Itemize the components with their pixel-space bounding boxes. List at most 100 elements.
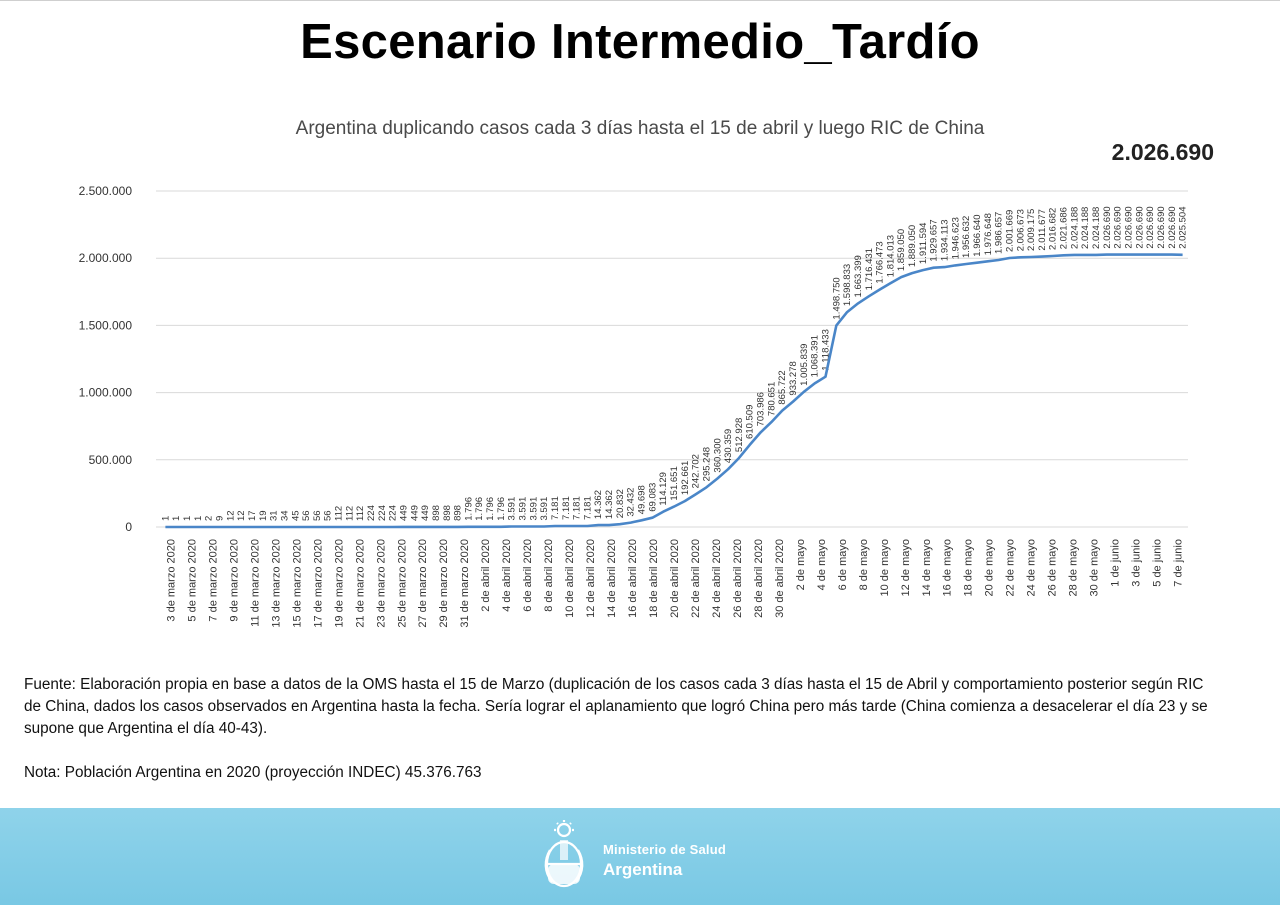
data-label: 1.598.833 xyxy=(842,264,853,306)
x-tick-label: 4 de mayo xyxy=(816,539,828,590)
data-label: 449 xyxy=(398,505,409,521)
data-label: 512.928 xyxy=(734,418,745,452)
data-label: 242.702 xyxy=(691,454,702,488)
x-axis-tick-labels: 3 de marzo 2020 5 de marzo 2020 7 de marzo… xyxy=(165,539,1184,628)
data-label: 865.722 xyxy=(777,370,788,404)
chart-title: Argentina duplicando casos cada 3 días h… xyxy=(295,118,985,139)
x-tick-label: 30 de mayo xyxy=(1089,539,1101,596)
data-label: 430.359 xyxy=(723,429,734,463)
data-label: 14.362 xyxy=(604,490,615,519)
population-note: Nota: Población Argentina en 2020 (proye… xyxy=(24,764,482,781)
x-tick-label: 14 de mayo xyxy=(921,539,933,596)
data-label: 2.026.690 xyxy=(1156,206,1167,248)
data-label: 19 xyxy=(258,510,269,521)
projection-line-chart: 0 500.000 1.000.000 1.500.000 2.000.000 2.500… xyxy=(79,184,1189,628)
data-label: 20.832 xyxy=(615,489,626,518)
data-label: 56 xyxy=(323,510,334,521)
data-label: 1 xyxy=(193,516,204,521)
data-label: 9 xyxy=(215,516,226,521)
data-label: 1.796 xyxy=(474,497,485,521)
x-tick-label: 28 de abril 2020 xyxy=(753,539,765,618)
data-label: 449 xyxy=(420,505,431,521)
x-tick-label: 12 de mayo xyxy=(900,539,912,596)
data-label: 1.796 xyxy=(485,497,496,521)
data-label: 1 xyxy=(160,516,171,521)
x-tick-label: 18 de abril 2020 xyxy=(648,539,660,618)
y-tick-label: 1.000.000 xyxy=(79,386,133,400)
data-label: 32.432 xyxy=(626,488,637,517)
x-tick-label: 15 de marzo 2020 xyxy=(291,539,303,628)
x-tick-label: 5 de marzo 2020 xyxy=(186,539,198,622)
data-label: 112 xyxy=(344,506,355,521)
x-tick-label: 22 de abril 2020 xyxy=(690,539,702,618)
data-label: 7.181 xyxy=(582,496,593,520)
data-label: 2.006.673 xyxy=(1015,209,1026,251)
data-label: 1.976.648 xyxy=(983,213,994,255)
x-tick-label: 29 de marzo 2020 xyxy=(438,539,450,628)
x-tick-label: 11 de marzo 2020 xyxy=(249,539,261,627)
x-tick-label: 24 de mayo xyxy=(1026,539,1038,596)
x-tick-label: 5 de junio xyxy=(1152,539,1164,587)
data-label: 898 xyxy=(431,505,442,521)
data-label: 2.024.188 xyxy=(1091,207,1102,249)
x-tick-label: 18 de mayo xyxy=(963,539,975,596)
x-tick-label: 10 de mayo xyxy=(879,539,891,596)
x-tick-label: 22 de mayo xyxy=(1005,539,1017,596)
data-label: 1.911.594 xyxy=(918,223,929,265)
data-label: 7.181 xyxy=(572,496,583,520)
data-label: 151.651 xyxy=(669,466,680,500)
x-tick-label: 14 de abril 2020 xyxy=(606,539,618,618)
x-tick-label: 31 de marzo 2020 xyxy=(459,539,471,628)
data-label: 933.278 xyxy=(788,361,799,395)
x-tick-label: 7 de marzo 2020 xyxy=(207,539,219,622)
series-line xyxy=(165,253,1183,529)
x-tick-label: 3 de junio xyxy=(1131,539,1143,587)
data-label: 1.716.431 xyxy=(864,248,875,290)
data-label: 610.509 xyxy=(745,405,756,439)
y-tick-label: 0 xyxy=(125,520,132,534)
data-label: 1.498.750 xyxy=(831,277,842,319)
data-label: 224 xyxy=(377,505,388,521)
data-label: 1.814.013 xyxy=(885,235,896,277)
x-tick-label: 9 de marzo 2020 xyxy=(228,539,240,622)
data-label: 2.024.188 xyxy=(1069,207,1080,249)
data-label: 1.966.640 xyxy=(972,214,983,256)
data-label: 2.011.677 xyxy=(1037,209,1048,251)
data-label: 2.024.188 xyxy=(1080,207,1091,249)
data-label: 12 xyxy=(236,510,247,521)
x-tick-label: 13 de marzo 2020 xyxy=(270,539,282,628)
data-label: 224 xyxy=(366,505,377,521)
data-label: 2.021.686 xyxy=(1059,207,1070,249)
y-tick-label: 2.500.000 xyxy=(79,184,133,198)
x-tick-label: 2 de abril 2020 xyxy=(480,539,492,612)
data-label: 1.118.433 xyxy=(820,329,831,371)
data-label: 17 xyxy=(247,510,258,521)
data-label: 1.934.113 xyxy=(940,219,951,261)
x-tick-label: 27 de marzo 2020 xyxy=(417,539,429,628)
x-tick-label: 6 de abril 2020 xyxy=(522,539,534,612)
data-label: 3.591 xyxy=(518,497,529,521)
data-label: 2.016.682 xyxy=(1048,208,1059,250)
x-tick-label: 6 de mayo xyxy=(837,539,849,590)
data-label: 112 xyxy=(355,506,366,521)
data-label: 1 xyxy=(171,516,182,521)
x-tick-label: 1 de junio xyxy=(1110,539,1122,587)
data-label: 7.181 xyxy=(550,496,561,520)
x-tick-label: 8 de abril 2020 xyxy=(543,539,555,612)
data-labels: 1 1 1 1 2 9 12 12 17 19 31 34 45 56 56 56 112 112 112 224 22… xyxy=(160,206,1188,521)
data-label: 898 xyxy=(442,505,453,521)
data-label: 1.956.632 xyxy=(961,216,972,258)
series-line-layer xyxy=(165,253,1183,529)
data-label: 2.026.690 xyxy=(1145,206,1156,248)
source-note: Fuente: Elaboración propia en base a dat… xyxy=(24,676,1208,737)
data-label: 898 xyxy=(453,505,464,521)
x-tick-label: 26 de mayo xyxy=(1047,539,1059,596)
x-tick-label: 16 de mayo xyxy=(942,539,954,596)
data-label: 780.651 xyxy=(766,382,777,416)
data-label: 1.005.839 xyxy=(799,344,810,386)
country-name: Argentina xyxy=(603,860,683,879)
data-label: 1.796 xyxy=(496,497,507,521)
data-label: 2.001.669 xyxy=(1004,210,1015,252)
x-tick-label: 20 de mayo xyxy=(984,539,996,596)
x-tick-label: 3 de marzo 2020 xyxy=(165,539,177,622)
